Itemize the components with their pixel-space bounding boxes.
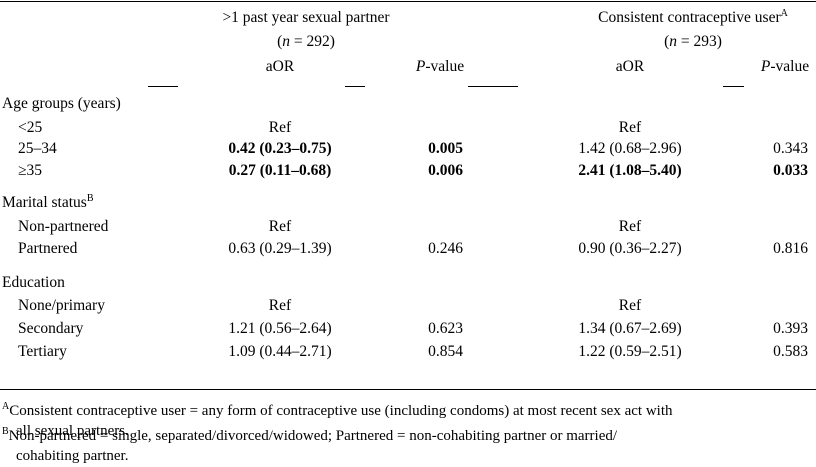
group1-n: (n = 292): [277, 33, 335, 51]
header-rule-seg: [345, 86, 365, 87]
cell-aor2: Ref: [618, 218, 642, 235]
cell-p1: 0.854: [428, 343, 463, 360]
group2-n: (n = 293): [664, 33, 722, 51]
cell-aor1: Ref: [268, 297, 292, 314]
section-label-text: Education: [2, 274, 65, 291]
header-rule-seg: [468, 86, 518, 87]
group1-n-label: n: [282, 33, 291, 50]
row-label: Partnered: [18, 240, 78, 257]
cell-p2: 0.343: [773, 140, 808, 157]
footnote-b-line2: cohabiting partner.: [16, 448, 129, 464]
open-paren: (: [277, 33, 283, 50]
col-p-rest: -value: [425, 58, 465, 75]
group1-title: >1 past year sexual partner: [222, 9, 390, 26]
group2-n-label: n: [669, 33, 678, 50]
cell-p1: 0.006: [428, 162, 463, 179]
cell-aor2: 1.22 (0.59–2.51): [578, 343, 682, 360]
cell-aor2: Ref: [618, 297, 642, 314]
col-p-rest: -value: [770, 58, 810, 75]
cell-aor1: 0.42 (0.23–0.75): [228, 140, 332, 157]
footnote-a-mark: A: [2, 401, 10, 412]
cell-aor2: 1.34 (0.67–2.69): [578, 320, 682, 337]
section-label-text: Marital status: [2, 194, 87, 211]
group2-title-text: Consistent contraceptive user: [598, 9, 781, 26]
row-label: 25–34: [18, 140, 57, 157]
cell-aor1: 0.63 (0.29–1.39): [228, 240, 332, 257]
section-label-education: Education: [2, 274, 65, 292]
table-bottom-rule: [0, 389, 816, 390]
row-label: <25: [18, 119, 43, 136]
open-paren: (: [664, 33, 670, 50]
footnote-b-line1: BNon-partnered = single, separated/divor…: [2, 426, 802, 446]
col-p-2: P-value: [761, 58, 809, 76]
cell-p1: 0.623: [428, 320, 463, 337]
section-label-text: Age groups (years): [2, 95, 121, 112]
cell-p2: 0.033: [773, 162, 808, 179]
col-aor-1: aOR: [265, 58, 295, 75]
cell-aor1: 1.09 (0.44–2.71): [228, 343, 332, 360]
header-rule-seg: [723, 86, 744, 87]
footnote-b-text1: Non-partnered = single, separated/divorc…: [8, 428, 618, 444]
header-rule-seg: [148, 86, 178, 87]
row-label: ≥35: [18, 162, 43, 179]
cell-p2: 0.393: [773, 320, 808, 337]
footnote-a: AConsistent contraceptive user = any for…: [2, 401, 802, 441]
cell-aor1: Ref: [268, 218, 292, 235]
row-label: None/primary: [18, 297, 105, 314]
footnote-a-line2: all sexual partners.: [16, 423, 129, 439]
cell-p1: 0.246: [428, 240, 463, 257]
col-aor-2: aOR: [615, 58, 645, 75]
cell-aor2: 2.41 (1.08–5.40): [578, 162, 682, 179]
cell-p2: 0.816: [773, 240, 808, 257]
section-label-sup: B: [86, 192, 94, 204]
cell-p1: 0.005: [428, 140, 463, 157]
cell-aor1: Ref: [268, 119, 292, 136]
row-label: Non-partnered: [18, 218, 109, 235]
section-label-marital: Marital statusB: [2, 192, 94, 212]
cell-aor2: 0.90 (0.36–2.27): [578, 240, 682, 257]
group1-n-rest: = 292): [290, 33, 335, 50]
table-top-rule: [0, 1, 816, 2]
footnote-b-lines: BNon-partnered = single, separated/divor…: [2, 426, 802, 466]
group2-title-sup: A: [780, 7, 788, 19]
footnote-a-line1: AConsistent contraceptive user = any for…: [2, 401, 802, 421]
footnote-b-mark: B: [2, 426, 9, 437]
cell-aor1: 1.21 (0.56–2.64): [228, 320, 332, 337]
row-label: Secondary: [18, 320, 84, 337]
cell-aor2: 1.42 (0.68–2.96): [578, 140, 682, 157]
section-label-age: Age groups (years): [2, 95, 121, 113]
col-p-1: P-value: [416, 58, 464, 76]
row-label: Tertiary: [18, 343, 67, 360]
cell-p2: 0.583: [773, 343, 808, 360]
group2-n-rest: = 293): [677, 33, 722, 50]
cell-aor2: Ref: [618, 119, 642, 136]
col-p-italic: P: [760, 58, 771, 75]
footnote-a-text1: Consistent contraceptive user = any form…: [9, 403, 673, 419]
cell-aor1: 0.27 (0.11–0.68): [228, 162, 332, 179]
group2-title: Consistent contraceptive userA: [598, 7, 788, 27]
col-p-italic: P: [415, 58, 426, 75]
